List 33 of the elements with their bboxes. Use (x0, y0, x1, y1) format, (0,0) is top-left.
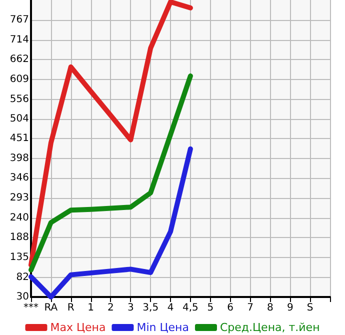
y-tick-label: 398 (10, 153, 29, 164)
x-tick-label: 8 (267, 302, 274, 314)
y-tick-label: 240 (10, 212, 29, 224)
y-tick-label: 609 (10, 74, 29, 85)
x-tick-label: RA (44, 302, 58, 314)
x-tick-label: 3 (127, 302, 134, 314)
y-tick-label: 662 (10, 54, 29, 65)
y-tick-label: 451 (10, 133, 29, 144)
y-tick-label: 188 (10, 232, 29, 244)
y-tick-label: 82 (16, 272, 29, 283)
x-tick-label: R (67, 302, 74, 314)
x-tick-label: 9 (286, 302, 294, 314)
y-tick-label: 714 (10, 34, 29, 46)
x-tick-label: S (306, 302, 314, 314)
x-tick-label: 1 (88, 302, 94, 314)
legend-label: Сред.Цена, т.йен (220, 321, 320, 334)
x-tick-label: 7 (247, 302, 254, 314)
y-tick-label: 346 (10, 172, 29, 184)
y-tick-label: 504 (10, 113, 29, 124)
y-tick-label: 135 (10, 252, 29, 264)
x-tick-label: 4 (167, 302, 174, 314)
legend-label: Max Цена (50, 321, 106, 334)
x-tick-label: 6 (227, 302, 234, 314)
x-tick-label: *** (24, 302, 38, 314)
x-tick-label: 2 (108, 302, 114, 314)
x-tick-label: 4,5 (182, 302, 198, 314)
y-tick-label: 293 (10, 192, 29, 204)
x-tick-label: 5 (207, 302, 214, 314)
x-tick-label: 3,5 (142, 302, 159, 314)
y-tick-label: 30 (16, 292, 29, 302)
legend-label: Min Цена (136, 321, 189, 334)
y-tick-label: 556 (10, 94, 29, 105)
y-tick-label: 767 (10, 14, 29, 26)
